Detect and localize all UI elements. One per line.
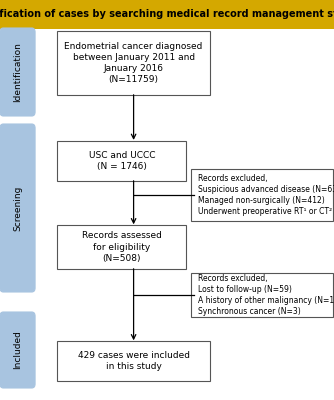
Text: Screening: Screening xyxy=(13,185,22,231)
FancyBboxPatch shape xyxy=(191,169,333,221)
Text: USC and UCCC
(N = 1746): USC and UCCC (N = 1746) xyxy=(89,151,155,171)
Text: Identification: Identification xyxy=(13,42,22,102)
FancyBboxPatch shape xyxy=(57,341,210,381)
FancyBboxPatch shape xyxy=(57,225,186,269)
Text: Included: Included xyxy=(13,330,22,370)
Text: Records excluded,
Suspicious advanced disease (N=635)
Managed non-surgically (N=: Records excluded, Suspicious advanced di… xyxy=(198,174,334,216)
FancyBboxPatch shape xyxy=(191,273,333,317)
FancyBboxPatch shape xyxy=(0,0,334,29)
FancyBboxPatch shape xyxy=(57,31,210,95)
FancyBboxPatch shape xyxy=(0,28,35,116)
Text: Records excluded,
Lost to follow-up (N=59)
A history of other malignancy (N=17)
: Records excluded, Lost to follow-up (N=5… xyxy=(198,274,334,316)
Text: 429 cases were included
in this study: 429 cases were included in this study xyxy=(77,351,190,371)
FancyBboxPatch shape xyxy=(0,124,35,292)
Text: Records assessed
for eligibility
(N=508): Records assessed for eligibility (N=508) xyxy=(82,231,162,262)
FancyBboxPatch shape xyxy=(57,141,186,181)
FancyBboxPatch shape xyxy=(0,312,35,388)
Text: Identification of cases by searching medical record management system: Identification of cases by searching med… xyxy=(0,10,334,20)
Text: Endometrial cancer diagnosed
between January 2011 and
January 2016
(N=11759): Endometrial cancer diagnosed between Jan… xyxy=(64,42,203,84)
